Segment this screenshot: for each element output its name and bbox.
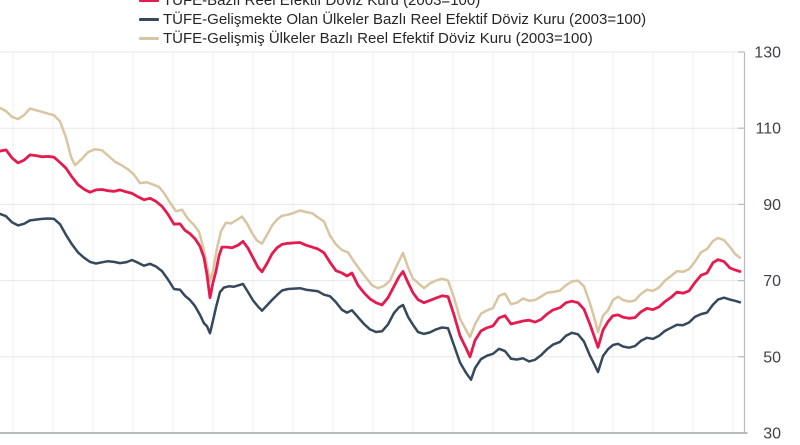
y-axis-tick-label: 50	[763, 349, 781, 366]
horizontal-gridlines	[0, 51, 745, 358]
series-line	[0, 106, 742, 339]
legend-item-label: TÜFE-Gelişmekte Olan Ülkeler Bazlı Reel …	[163, 11, 647, 28]
legend-line-marker-icon	[139, 37, 159, 40]
series-line	[0, 212, 742, 381]
y-axis-tick-label: 30	[763, 426, 781, 443]
legend-item-tufe_em: TÜFE-Gelişmekte Olan Ülkeler Bazlı Reel …	[139, 10, 646, 29]
legend-item-tufe_dev: TÜFE-Gelişmiş Ülkeler Bazlı Reel Efektif…	[139, 29, 646, 48]
legend-item-tufe: TÜFE-Bazlı Reel Efektif Döviz Kuru (2003…	[139, 0, 646, 10]
legend-item-label: TÜFE-Gelişmiş Ülkeler Bazlı Reel Efektif…	[163, 30, 593, 47]
y-axis-tick-label: 90	[763, 197, 781, 214]
legend-line-marker-icon	[139, 0, 159, 2]
y-axis-tick-label: 130	[754, 45, 781, 62]
vertical-gridlines	[12, 52, 734, 433]
legend-line-marker-icon	[139, 18, 159, 21]
series-line	[0, 148, 742, 359]
series-lines	[0, 106, 742, 381]
legend-item-label: TÜFE-Bazlı Reel Efektif Döviz Kuru (2003…	[163, 0, 481, 9]
y-axis: 130 110 90 70 50 30	[0, 45, 781, 443]
y-axis-tick-label: 110	[755, 121, 781, 138]
y-axis-tick-label: 70	[763, 273, 781, 290]
chart-legend: TÜFE-Bazlı Reel Efektif Döviz Kuru (2003…	[139, 0, 646, 48]
